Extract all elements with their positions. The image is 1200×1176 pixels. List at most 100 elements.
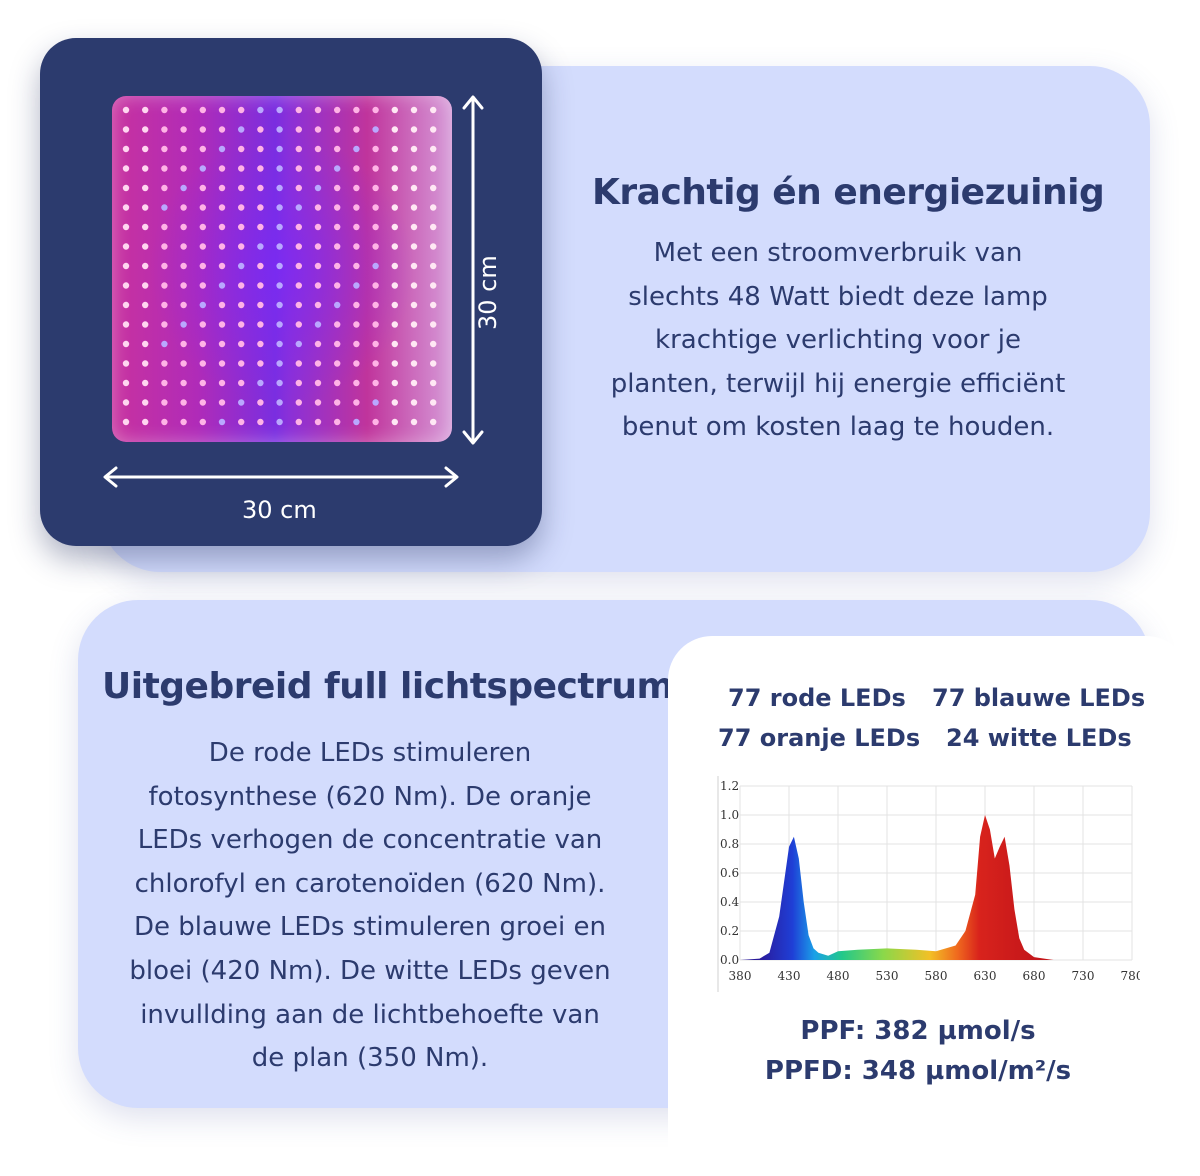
led-dot (238, 223, 245, 231)
led-dot (334, 243, 341, 250)
led-dot (372, 165, 379, 172)
led-dot (295, 340, 302, 348)
led-dot (295, 262, 302, 270)
led-dot (314, 204, 322, 211)
led-dot (391, 282, 398, 289)
led-dot (334, 145, 341, 153)
led-dot (314, 184, 322, 192)
led-dot (218, 106, 226, 114)
led-dot (391, 340, 398, 348)
led-dot (122, 282, 130, 289)
led-dot (334, 321, 341, 328)
led-dot (257, 282, 264, 289)
led-dot (314, 282, 322, 289)
led-dot (218, 184, 226, 192)
led-dot (295, 223, 302, 231)
y-tick-label: 0.0 (720, 953, 739, 967)
led-dot (372, 145, 379, 153)
led-dot (391, 106, 398, 114)
bottom-description-line: LEDs verhogen de concentratie van (137, 825, 603, 856)
y-tick-label: 1.2 (720, 779, 739, 793)
led-dot (391, 126, 398, 133)
led-dot (199, 204, 206, 211)
led-dot (334, 282, 341, 289)
vertical-dimension-arrow (462, 95, 484, 445)
led-dot (334, 340, 341, 348)
led-dot (161, 165, 168, 172)
led-dot (314, 126, 322, 133)
led-dot (410, 399, 418, 406)
x-tick-label: 730 (1072, 969, 1095, 983)
led-dot (276, 243, 283, 250)
y-tick-label: 1.0 (720, 808, 739, 822)
led-dot (334, 165, 341, 172)
bottom-description-line: De rode LEDs stimuleren (208, 738, 532, 768)
led-dot (199, 321, 206, 328)
led-dot (142, 321, 149, 328)
led-dot (122, 106, 130, 114)
led-dot (218, 262, 226, 270)
led-dot (334, 379, 341, 387)
led-dot (218, 418, 226, 426)
led-dot (372, 262, 379, 270)
led-dot (180, 106, 187, 114)
led-dot (372, 106, 379, 114)
led-dot (142, 145, 149, 153)
led-dot (257, 106, 264, 114)
led-dot (334, 418, 341, 426)
led-dot (372, 243, 379, 250)
led-dot (238, 282, 245, 289)
spectrum-area (740, 815, 1132, 960)
led-dot (180, 340, 187, 348)
bottom-heading: Uitgebreid full lichtspectrum (102, 666, 674, 707)
led-dot (353, 301, 360, 309)
led-dot (180, 204, 187, 211)
led-dot (391, 145, 398, 153)
led-dot (276, 165, 283, 172)
led-dot (314, 243, 322, 250)
led-dot (334, 106, 341, 114)
x-tick-label: 380 (729, 969, 752, 983)
led-dot (410, 321, 418, 328)
top-description-line: benut om kosten laag te houden. (621, 412, 1055, 443)
led-dot (391, 321, 398, 328)
led-dot (334, 223, 341, 231)
led-dot (257, 379, 264, 387)
led-dot (430, 282, 437, 289)
led-dot (161, 243, 168, 250)
led-dot (122, 126, 130, 133)
led-dot (199, 301, 206, 309)
blue-led-count: 77 blauwe LEDs (932, 684, 1146, 712)
led-dot (238, 243, 245, 250)
led-dot (430, 399, 437, 406)
top-heading: Krachtig én energiezuinig (592, 172, 1105, 213)
led-dot (372, 379, 379, 387)
led-dot (276, 379, 283, 387)
led-dot (314, 379, 322, 387)
led-dot (199, 145, 206, 153)
led-dot (276, 360, 283, 367)
led-dot (430, 145, 437, 153)
led-dot (142, 418, 149, 426)
led-dot (314, 106, 322, 114)
spectrum-chart: 380 430 480 530 580 630 680 730 780 0.0 0.2 0.4 0.6 0… (717, 776, 1140, 992)
led-dot (257, 399, 264, 406)
led-dot (372, 282, 379, 289)
led-dot (353, 184, 360, 192)
led-dot (295, 243, 302, 250)
led-dot (238, 418, 245, 426)
led-dot (199, 379, 206, 387)
led-dot (257, 340, 264, 348)
led-dot (295, 184, 302, 192)
led-dot (410, 282, 418, 289)
led-dot (238, 399, 245, 406)
bottom-description-line: de plan (350 Nm). (251, 1043, 489, 1074)
led-dot (161, 360, 168, 367)
led-dot (257, 301, 264, 309)
led-dot (257, 223, 264, 231)
top-description-line: slechts 48 Watt biedt deze lamp (628, 281, 1048, 312)
bottom-description-line: bloei (420 Nm). De witte LEDs geven (129, 955, 611, 986)
led-dot (353, 282, 360, 289)
led-dot (161, 106, 168, 114)
led-dot (314, 165, 322, 172)
